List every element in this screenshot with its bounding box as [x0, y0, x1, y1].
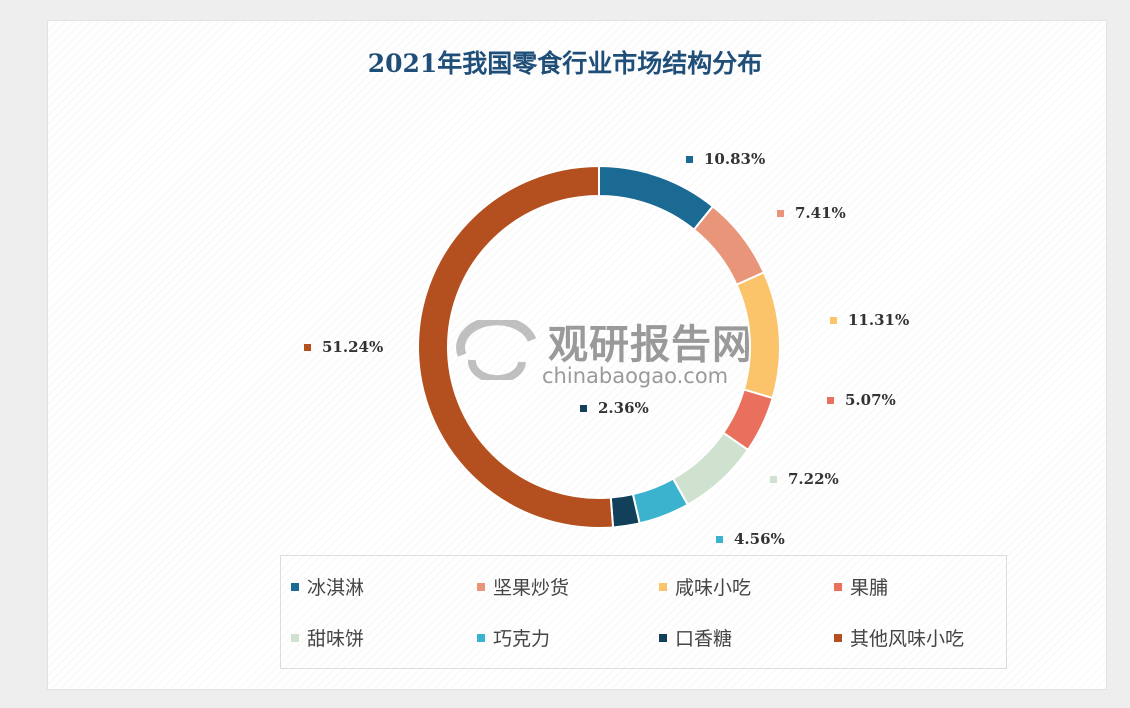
donut-slice-5	[671, 431, 750, 507]
legend-item[interactable]: 甜味饼	[291, 624, 364, 651]
legend-label: 口香糖	[675, 628, 733, 650]
chart-card	[47, 20, 1107, 690]
label-marker-icon	[686, 155, 693, 163]
legend-label: 巧克力	[493, 628, 551, 650]
data-label-text: 4.56%	[734, 530, 785, 548]
legend-marker-icon	[291, 633, 299, 642]
legend-marker-icon	[477, 582, 485, 591]
legend-label: 坚果炒货	[493, 577, 570, 599]
label-marker-icon	[830, 316, 837, 324]
legend-label: 其他风味小吃	[850, 628, 965, 650]
legend-label: 冰淇淋	[307, 577, 365, 599]
data-label: 11.31%	[830, 311, 909, 329]
label-marker-icon	[304, 343, 311, 351]
legend-item[interactable]: 冰淇淋	[291, 573, 364, 600]
data-label-text: 2.36%	[598, 399, 649, 417]
legend-item[interactable]: 果脯	[834, 573, 888, 600]
data-label-text: 11.31%	[848, 311, 910, 329]
data-label: 4.56%	[716, 530, 785, 548]
legend: 冰淇淋 坚果炒货 咸味小吃 果脯甜味饼 巧克力 口香糖 其他风味小吃	[280, 555, 1007, 669]
label-marker-icon	[777, 209, 784, 217]
data-label: 5.07%	[827, 391, 896, 409]
watermark-logo-icon	[456, 320, 537, 380]
legend-marker-icon	[834, 582, 842, 591]
watermark-url: chinabaogao.com	[542, 364, 729, 388]
legend-marker-icon	[659, 633, 667, 642]
data-label-text: 51.24%	[322, 338, 384, 356]
donut-slice-8	[417, 164, 615, 529]
legend-item[interactable]: 咸味小吃	[659, 573, 751, 600]
legend-label: 甜味饼	[307, 628, 365, 650]
donut-slice-2	[692, 204, 766, 287]
data-label-text: 5.07%	[845, 391, 896, 409]
data-label: 10.83%	[686, 150, 765, 168]
legend-marker-icon	[659, 582, 667, 591]
data-label: 51.24%	[304, 338, 383, 356]
data-label-text: 10.83%	[704, 150, 766, 168]
donut-slice-1	[598, 164, 715, 232]
label-marker-icon	[770, 475, 777, 483]
label-marker-icon	[827, 396, 834, 404]
data-label: 2.36%	[580, 399, 649, 417]
chart-title: 2021年我国零食行业市场结构分布	[367, 49, 763, 78]
legend-item[interactable]: 其他风味小吃	[834, 624, 964, 651]
legend-item[interactable]: 坚果炒货	[477, 573, 569, 600]
legend-label: 果脯	[850, 577, 889, 599]
legend-item[interactable]: 巧克力	[477, 624, 550, 651]
watermark-name: 观研报告网	[548, 322, 753, 368]
legend-marker-icon	[291, 582, 299, 591]
label-marker-icon	[716, 535, 723, 543]
legend-item[interactable]: 口香糖	[659, 624, 732, 651]
data-label: 7.22%	[770, 470, 839, 488]
data-label-text: 7.22%	[788, 470, 839, 488]
donut-slice-3	[735, 271, 781, 400]
legend-label: 咸味小吃	[675, 577, 752, 599]
legend-marker-icon	[477, 633, 485, 642]
data-label-text: 7.41%	[795, 204, 846, 222]
label-marker-icon	[580, 404, 587, 412]
data-label: 7.41%	[777, 204, 846, 222]
legend-marker-icon	[834, 633, 842, 642]
